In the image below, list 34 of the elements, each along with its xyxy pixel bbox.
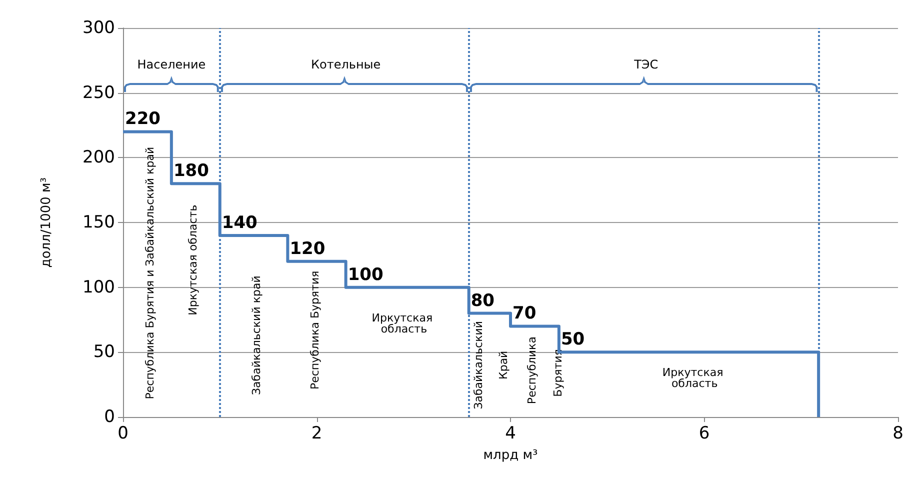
data-label: 80 [470,290,495,311]
annotation: Республика Бурятия [308,270,322,390]
annotation: Население [137,57,206,72]
annotation: Иркутская область [662,366,727,390]
annotation: Иркутская область [372,312,436,336]
data-label: 120 [290,238,326,259]
x-axis-title: млрд м³ [483,448,538,463]
annotation: Республика [525,336,538,404]
data-label: 180 [173,161,210,182]
annotation: Республика Бурятия и Забайкальский край [144,146,157,400]
x-tick-label: 8 [892,424,904,444]
y-axis-title: долл/1000 м³ [39,177,54,268]
annotation: Иркутская область [186,204,200,316]
x-tick-label: 6 [698,424,710,444]
y-tick-label: 100 [82,277,115,298]
y-tick-label: 300 [82,18,115,38]
annotation: Забайкальский край [250,276,264,395]
annotation: ТЭС [633,57,658,72]
data-label: 220 [125,109,161,130]
annotation: Забайкальский [472,320,486,410]
data-label: 140 [222,212,258,233]
y-tick-label: 0 [104,407,115,427]
y-tick-label: 200 [82,148,115,168]
y-tick-label: 150 [82,212,115,232]
x-tick-label: 2 [311,424,322,444]
data-label: 50 [560,330,585,350]
y-tick-label: 250 [82,82,115,103]
annotation: Котельные [310,57,381,72]
data-label: 70 [512,304,536,324]
annotation: Край [497,350,510,380]
data-label: 100 [348,264,384,285]
x-tick-label: 0 [118,424,128,444]
y-tick-label: 50 [93,342,115,362]
x-tick-label: 4 [505,424,516,444]
